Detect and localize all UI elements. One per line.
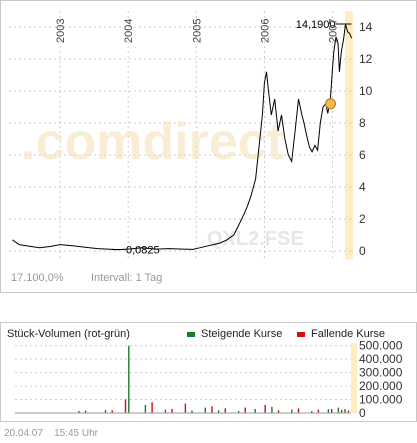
volume-bar-falling [331, 409, 333, 413]
volume-bar-rising [327, 409, 330, 413]
x-tick-label: 2005 [191, 19, 203, 43]
y-tick-label: 2 [359, 212, 366, 226]
y-tick-label: 0 [359, 244, 366, 258]
volume-bar-rising [144, 404, 147, 413]
volume-bar-rising [78, 411, 80, 413]
volume-bar-rising [254, 409, 256, 413]
price-tick-labels: 2003 2004 2005 2006 2007 0 2 4 6 8 10 12 14 [55, 19, 373, 258]
price-axis-band [345, 11, 353, 259]
volume-y-tick-label: 500.000 [359, 339, 403, 353]
y-tick-label: 10 [359, 84, 373, 98]
volume-bar-rising [104, 410, 107, 413]
volume-bar-falling [297, 408, 300, 413]
volume-bar-falling [211, 406, 213, 413]
volume-bar-rising [337, 407, 340, 413]
volume-axis-band [351, 343, 357, 413]
volume-bar-falling [151, 402, 153, 413]
volume-bar-falling [244, 407, 246, 413]
symbol-label: QXL2.FSE [207, 228, 304, 250]
min-value-label: 0,0825 [126, 245, 160, 257]
y-tick-label: 8 [359, 116, 366, 130]
volume-bar-falling [317, 409, 320, 413]
volume-bars [15, 345, 351, 414]
y-tick-label: 4 [359, 180, 366, 194]
x-tick-label: 2006 [259, 19, 271, 43]
footer-date: 20.04.07 [4, 428, 43, 439]
volume-bar-rising [204, 407, 206, 413]
volume-bar-rising [191, 410, 193, 413]
volume-bar-rising [291, 409, 293, 413]
legend-falling-label: Fallende Kurse [311, 328, 385, 340]
y-tick-label: 12 [359, 52, 373, 66]
volume-bar-falling [347, 410, 350, 413]
y-tick-label: 6 [359, 148, 366, 162]
volume-chart-panel: Stück-Volumen (rot-grün) Steigende Kurse… [0, 322, 417, 422]
volume-y-tick-label: 400.000 [359, 352, 403, 366]
volume-bar-falling [111, 410, 113, 413]
volume-bar-falling [124, 399, 127, 413]
change-label: 17.100,0% [11, 272, 64, 284]
y-tick-label: 14 [359, 20, 373, 34]
footer-time: 15:45 Uhr [54, 428, 98, 439]
volume-bar-falling [277, 410, 280, 413]
volume-title: Stück-Volumen (rot-grün) [7, 328, 130, 340]
legend-falling-swatch [297, 332, 305, 337]
volume-chart: Stück-Volumen (rot-grün) Steigende Kurse… [7, 328, 403, 420]
volume-bar-rising [217, 410, 220, 413]
volume-bar-falling [171, 409, 173, 413]
price-line [12, 23, 353, 251]
volume-bar-rising [271, 406, 273, 413]
volume-y-tick-label: 200.000 [359, 379, 403, 393]
x-tick-label: 2004 [123, 19, 135, 43]
volume-y-tick-label: 300.000 [359, 366, 403, 380]
watermark: .comdirect [21, 113, 284, 171]
volume-bar-rising [237, 411, 240, 413]
price-series [12, 23, 353, 251]
price-annotations: 14,1900 0,0825 [111, 19, 352, 257]
volume-bar-falling [184, 403, 187, 413]
footer-timestamp: 20.04.07 15:45 Uhr [4, 428, 98, 439]
volume-bar-falling [224, 408, 226, 413]
volume-bar-rising [311, 411, 313, 413]
volume-bar-rising [164, 409, 167, 413]
volume-bar-falling [84, 410, 87, 413]
volume-y-tick-label: 100.000 [359, 393, 403, 407]
price-grid [9, 11, 353, 259]
x-tick-label: 2007 [328, 19, 340, 43]
volume-y-tick-label: 0 [359, 406, 366, 420]
price-chart-panel: .comdirect QXL2.FSE 14,1900 0,0825 2003 20… [0, 0, 417, 293]
interval-label: Intervall: 1 Tag [91, 272, 162, 284]
x-tick-label: 2003 [55, 19, 67, 43]
split-marker-icon [325, 98, 337, 110]
volume-bar-rising [128, 345, 130, 413]
volume-bar-falling [341, 410, 343, 413]
legend-rising-label: Steigende Kurse [201, 328, 282, 340]
max-value-label: 14,1900 [296, 19, 336, 31]
volume-grid [15, 345, 351, 414]
volume-bar-falling [264, 404, 266, 413]
legend-rising-swatch [187, 332, 195, 337]
volume-bar-rising [344, 409, 346, 413]
